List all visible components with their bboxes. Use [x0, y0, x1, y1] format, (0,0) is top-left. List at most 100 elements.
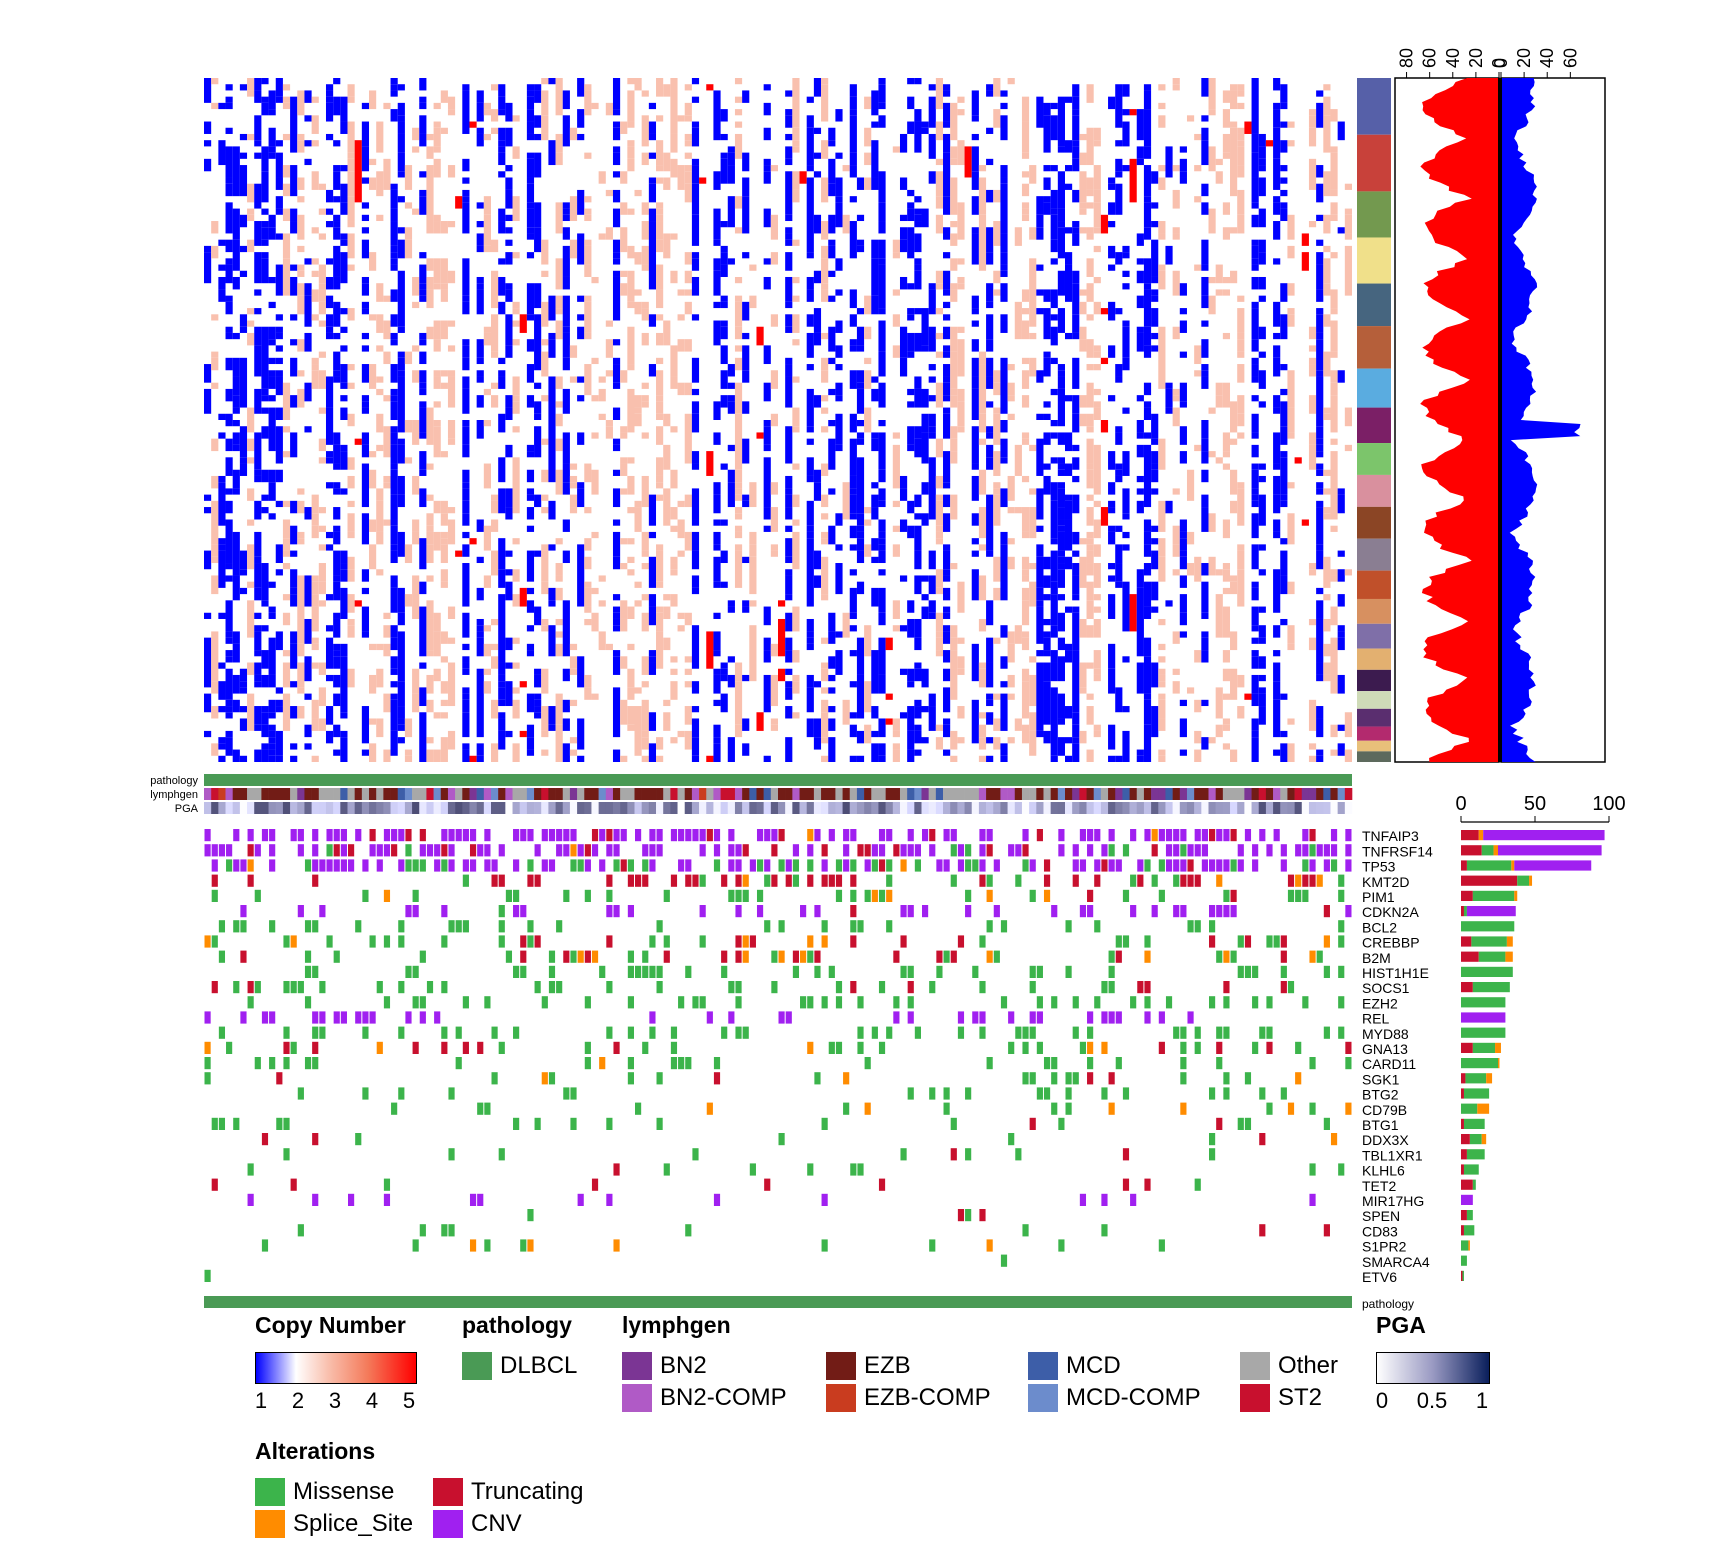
cn-cell: [1158, 538, 1166, 557]
cn-cell: [447, 438, 456, 445]
alteration-cell: [283, 1117, 290, 1130]
alteration-cell: [613, 905, 620, 918]
cn-cell: [333, 612, 341, 619]
cn-cell: [325, 730, 334, 744]
cn-cell: [297, 283, 305, 296]
cn-cell: [347, 475, 355, 489]
cn-cell: [397, 531, 405, 557]
cn-cell: [1057, 463, 1065, 470]
pga-cell: [978, 802, 987, 814]
cn-cell: [1330, 451, 1338, 520]
cn-cell: [670, 78, 678, 134]
cn-cell: [333, 376, 341, 383]
cn-cell: [1280, 730, 1288, 738]
alteration-cell: [1302, 829, 1309, 842]
cn-cell: [612, 656, 621, 675]
alteration-cell: [333, 1011, 340, 1024]
cn-cell: [935, 525, 944, 532]
cn-cell: [1316, 444, 1324, 452]
cn-cell: [1251, 214, 1259, 228]
cn-cell: [340, 121, 348, 134]
cn-cell: [986, 444, 994, 458]
cn-cell: [340, 737, 348, 762]
cn-cell: [864, 295, 872, 315]
cn-cell: [1057, 531, 1065, 551]
cn-cell: [921, 737, 929, 744]
cn-cell: [691, 121, 700, 128]
cn-cell: [282, 382, 291, 420]
cn-cell: [885, 693, 893, 700]
cn-cell: [792, 127, 800, 134]
cn-cell: [821, 755, 829, 762]
alteration-cell: [764, 874, 771, 887]
alteration-cell: [857, 996, 864, 1009]
cn-cell: [921, 594, 929, 601]
cn-cell: [1158, 718, 1166, 731]
cn-cell: [462, 656, 470, 663]
cn-cell: [361, 432, 370, 445]
alteration-cell: [929, 1239, 936, 1252]
cn-cell: [1021, 121, 1030, 153]
cn-cell: [856, 525, 865, 532]
alteration-cell: [541, 1072, 548, 1085]
cn-cell: [1108, 500, 1116, 508]
cn-cell: [620, 370, 628, 383]
cn-cell: [247, 332, 255, 346]
cn-cell: [813, 214, 822, 234]
alteration-cell: [857, 1041, 864, 1054]
alteration-cell: [850, 874, 857, 887]
cn-cell: [569, 749, 578, 756]
cn-cell: [333, 749, 341, 756]
alteration-cell: [814, 905, 821, 918]
legend-pathology: pathology DLBCL: [462, 1312, 612, 1412]
cn-cell: [828, 656, 836, 669]
pga-cell: [397, 802, 406, 814]
cn-cell: [419, 662, 427, 669]
alteration-cell: [1122, 1178, 1130, 1191]
cn-cell: [1072, 270, 1080, 284]
cn-cell: [1158, 438, 1166, 470]
cn-cell: [1222, 276, 1231, 284]
cn-cell: [691, 165, 700, 184]
alteration-cell: [656, 965, 663, 978]
cn-cell: [211, 500, 219, 545]
cn-cell: [1323, 115, 1331, 153]
cn-cell: [225, 146, 233, 178]
cn-cell: [1065, 183, 1073, 190]
cn-cell: [943, 252, 951, 259]
alteration-cell: [713, 1072, 721, 1085]
pga-cell: [1057, 802, 1066, 814]
cn-cell: [1316, 376, 1324, 427]
cn-cell: [304, 656, 312, 682]
cn-cell: [670, 656, 678, 663]
cn-cell: [225, 457, 233, 476]
cn-cell: [1330, 351, 1338, 358]
cn-cell: [1043, 594, 1051, 601]
cn-cell: [569, 475, 578, 483]
cn-cell: [491, 395, 499, 408]
cn-cell: [275, 699, 283, 707]
alteration-cell: [254, 889, 261, 902]
alteration-cell: [1000, 1254, 1008, 1267]
cn-cell: [462, 513, 470, 526]
cn-cell: [462, 693, 470, 700]
cn-cell: [1007, 364, 1015, 371]
cn-cell: [1344, 444, 1352, 452]
cn-cell: [792, 463, 800, 470]
cn-cell: [1323, 214, 1331, 234]
alteration-cell: [261, 829, 269, 842]
cn-cell: [864, 332, 872, 340]
cn-cell: [770, 643, 778, 657]
cn-cell: [713, 90, 721, 141]
alteration-cell: [1259, 1133, 1266, 1146]
cn-cell: [763, 674, 771, 713]
cn-cell: [1287, 214, 1295, 240]
alteration-cell: [1280, 859, 1287, 872]
alteration-cell: [922, 905, 929, 918]
cn-cell: [634, 289, 642, 296]
cn-cell: [534, 202, 542, 228]
lymphgen-cell: [1251, 788, 1260, 800]
cn-cell: [656, 426, 664, 445]
alteration-cell: [326, 859, 333, 872]
alteration-cell: [835, 1041, 843, 1054]
